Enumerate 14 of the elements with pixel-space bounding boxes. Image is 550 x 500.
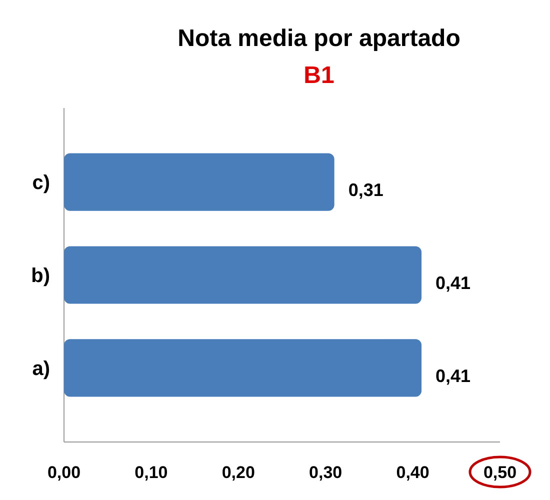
data-label: 0,31 xyxy=(348,180,384,200)
y-tick-label: c) xyxy=(32,172,50,194)
chart-title: Nota media por apartado xyxy=(178,25,460,52)
y-tick-label: a) xyxy=(32,358,50,380)
data-label: 0,41 xyxy=(436,366,471,386)
x-tick-label: 0,40 xyxy=(396,463,430,482)
x-tick-label: 0,20 xyxy=(222,463,255,482)
chart-subtitle: B1 xyxy=(304,62,334,89)
y-tick-label: b) xyxy=(31,265,50,287)
x-tick-label: 0,00 xyxy=(47,463,81,482)
x-tick-label: 0,50 xyxy=(483,463,517,482)
x-tick-label: 0,10 xyxy=(134,463,168,482)
x-tick-label: 0,30 xyxy=(309,463,342,482)
data-label: 0,41 xyxy=(436,273,471,293)
